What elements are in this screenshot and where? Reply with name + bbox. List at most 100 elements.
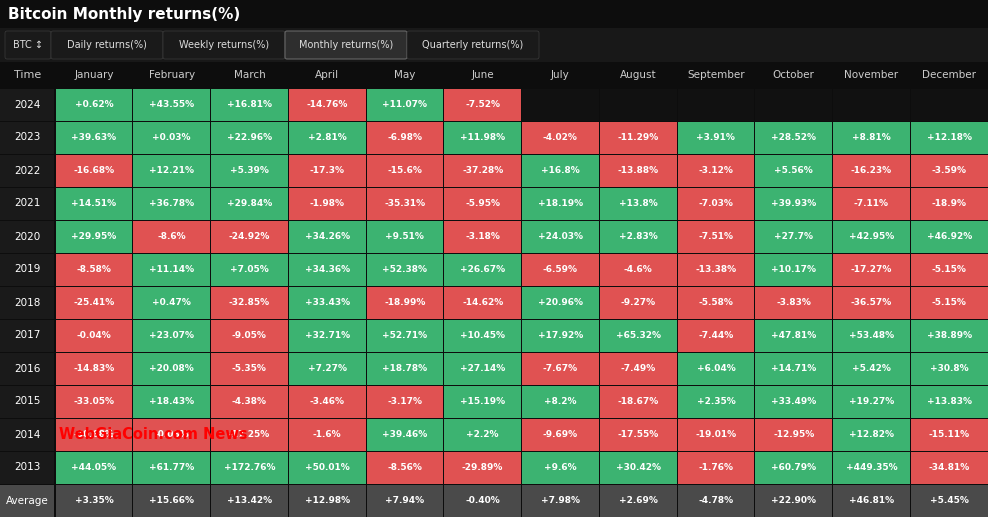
Text: March: March (233, 70, 265, 80)
Bar (833, 155, 910, 187)
Text: +30.42%: +30.42% (616, 463, 661, 472)
Text: +7.05%: +7.05% (230, 265, 269, 274)
Bar (445, 484, 521, 516)
Bar (55, 121, 132, 154)
Bar (600, 253, 677, 285)
Text: 2018: 2018 (14, 297, 41, 308)
Bar (445, 320, 521, 352)
Text: -7.44%: -7.44% (699, 331, 733, 340)
Text: -32.85%: -32.85% (229, 298, 270, 307)
Text: 2022: 2022 (14, 165, 41, 175)
Bar (678, 320, 754, 352)
Text: February: February (148, 70, 195, 80)
Bar (367, 451, 444, 483)
Bar (911, 451, 987, 483)
Text: +2.35%: +2.35% (697, 397, 735, 406)
Bar (600, 484, 677, 516)
Bar (522, 155, 599, 187)
Text: -4.78%: -4.78% (699, 496, 733, 505)
Bar (445, 286, 521, 318)
Bar (833, 286, 910, 318)
Text: +2.2%: +2.2% (466, 430, 499, 439)
Bar (133, 121, 210, 154)
Bar (133, 386, 210, 418)
Text: -4.38%: -4.38% (232, 397, 267, 406)
Text: 2014: 2014 (14, 430, 41, 439)
Bar (211, 253, 288, 285)
Text: -17.27%: -17.27% (851, 265, 892, 274)
Text: +10.45%: +10.45% (460, 331, 505, 340)
FancyBboxPatch shape (51, 31, 163, 59)
Bar (911, 484, 987, 516)
Text: +30.8%: +30.8% (930, 364, 968, 373)
Bar (288, 320, 366, 352)
Text: -16.68%: -16.68% (73, 166, 115, 175)
Bar (288, 386, 366, 418)
Text: -36.57%: -36.57% (851, 298, 892, 307)
Bar (911, 155, 987, 187)
Text: +8.2%: +8.2% (544, 397, 577, 406)
Text: December: December (922, 70, 976, 80)
Text: +12.82%: +12.82% (849, 430, 894, 439)
Text: -3.12%: -3.12% (699, 166, 733, 175)
Bar (55, 253, 132, 285)
Text: Bitcoin Monthly returns(%): Bitcoin Monthly returns(%) (8, 7, 240, 22)
Text: WebGiaCoin.com News: WebGiaCoin.com News (59, 427, 248, 442)
Text: +14.71%: +14.71% (771, 364, 816, 373)
Text: -13.88%: -13.88% (618, 166, 659, 175)
Text: +33.49%: +33.49% (771, 397, 816, 406)
Bar (55, 418, 132, 450)
Bar (0, 386, 54, 418)
Bar (600, 188, 677, 220)
Text: +24.03%: +24.03% (537, 232, 583, 241)
Bar (522, 320, 599, 352)
Bar (755, 121, 832, 154)
Text: +29.95%: +29.95% (71, 232, 117, 241)
Bar (211, 386, 288, 418)
Bar (288, 353, 366, 385)
Text: April: April (315, 70, 339, 80)
Text: October: October (773, 70, 814, 80)
Bar (755, 484, 832, 516)
Bar (367, 155, 444, 187)
Text: -19.01%: -19.01% (696, 430, 736, 439)
Text: -3.59%: -3.59% (932, 166, 966, 175)
Bar (522, 451, 599, 483)
Text: +11.98%: +11.98% (460, 133, 505, 142)
Bar (211, 88, 288, 120)
Text: -4.02%: -4.02% (543, 133, 578, 142)
Text: -3.17%: -3.17% (387, 397, 423, 406)
Text: 2017: 2017 (14, 330, 41, 341)
Text: -1.98%: -1.98% (309, 199, 345, 208)
Text: -7.11%: -7.11% (854, 199, 889, 208)
Bar (367, 353, 444, 385)
Bar (0, 484, 54, 516)
Text: Weekly returns(%): Weekly returns(%) (179, 40, 269, 50)
Bar (445, 253, 521, 285)
Text: -17.55%: -17.55% (618, 430, 659, 439)
Text: BTC ↕: BTC ↕ (13, 40, 43, 50)
Text: -15.11%: -15.11% (929, 430, 969, 439)
Text: +42.95%: +42.95% (849, 232, 894, 241)
Bar (367, 88, 444, 120)
Text: +8.81%: +8.81% (852, 133, 891, 142)
Text: +39.93%: +39.93% (771, 199, 816, 208)
Bar (288, 155, 366, 187)
Text: 2013: 2013 (14, 463, 41, 473)
Text: +36.78%: +36.78% (149, 199, 195, 208)
Bar (445, 353, 521, 385)
Text: -5.58%: -5.58% (699, 298, 733, 307)
Bar (678, 386, 754, 418)
Text: +11.14%: +11.14% (149, 265, 195, 274)
Text: 2023: 2023 (14, 132, 41, 143)
Text: -14.83%: -14.83% (73, 364, 115, 373)
Text: +10.17%: +10.17% (771, 265, 816, 274)
Bar (911, 188, 987, 220)
Text: -18.67%: -18.67% (618, 397, 659, 406)
Text: -6.98%: -6.98% (387, 133, 423, 142)
Bar (600, 155, 677, 187)
Text: +15.66%: +15.66% (149, 496, 194, 505)
Bar (288, 121, 366, 154)
Bar (911, 220, 987, 252)
Bar (367, 286, 444, 318)
